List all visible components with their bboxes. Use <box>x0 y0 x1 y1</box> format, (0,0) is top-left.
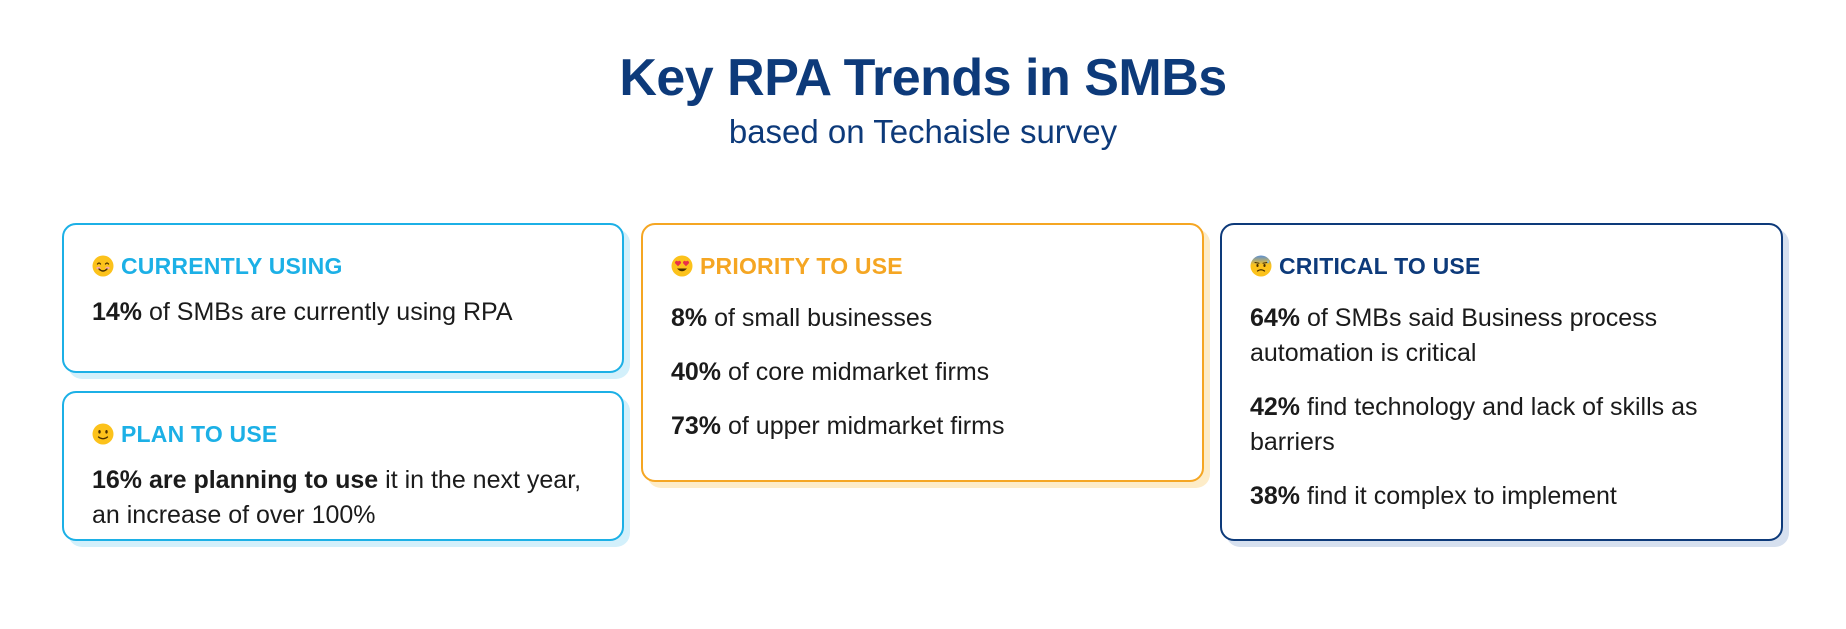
card-heading-label: PRIORITY TO USE <box>700 253 903 279</box>
stat-line: 16% are planning to use it in the next y… <box>92 463 594 533</box>
stat-text: of SMBs said Business process automation… <box>1250 304 1658 367</box>
card-heading: PRIORITY TO USE <box>671 251 1174 281</box>
header: Key RPA Trends in SMBs based on Techaisl… <box>0 48 1846 152</box>
stat-text: it in the next year, an increase of over… <box>92 466 582 529</box>
stat-text: of SMBs are currently using RPA <box>142 298 513 326</box>
stat-line: 40% of core midmarket firms <box>671 355 1174 390</box>
stat-highlight: 73% <box>671 412 722 440</box>
stat-text: of small businesses <box>707 304 933 332</box>
card-heading-label: CRITICAL TO USE <box>1279 253 1481 279</box>
stat-text: find it complex to implement <box>1300 482 1617 510</box>
stat-line: 38% find it complex to implement <box>1250 479 1753 514</box>
anxious-face-with-sweat-icon <box>1250 255 1272 277</box>
stat-text: of core midmarket firms <box>721 358 990 386</box>
stat-line: 14% of SMBs are currently using RPA <box>92 295 594 330</box>
card-currently-using: CURRENTLY USING 14% of SMBs are currentl… <box>62 223 624 373</box>
card-heading: PLAN TO USE <box>92 419 594 449</box>
card-priority-to-use: PRIORITY TO USE 8% of small businesses 4… <box>641 223 1204 482</box>
stat-highlight: 64% <box>1250 304 1301 332</box>
heart-eyes-face-icon <box>671 255 693 277</box>
page-title: Key RPA Trends in SMBs <box>619 49 1227 107</box>
stat-line: 42% find technology and lack of skills a… <box>1250 390 1753 460</box>
card-heading-label: CURRENTLY USING <box>121 253 343 279</box>
stat-text: find technology and lack of skills as ba… <box>1250 393 1698 456</box>
stat-highlight: 14% <box>92 298 143 326</box>
stat-highlight: 8% <box>671 304 708 332</box>
stat-line: 73% of upper midmarket firms <box>671 409 1174 444</box>
smiling-face-icon <box>92 255 114 277</box>
slightly-smiling-face-icon <box>92 423 114 445</box>
card-heading: CURRENTLY USING <box>92 251 594 281</box>
stat-text: of upper midmarket firms <box>721 412 1005 440</box>
card-critical-to-use: CRITICAL TO USE 64% of SMBs said Busines… <box>1220 223 1783 541</box>
card-heading-label: PLAN TO USE <box>121 421 278 447</box>
stat-line: 64% of SMBs said Business process automa… <box>1250 301 1753 371</box>
stat-highlight: 40% <box>671 358 722 386</box>
card-plan-to-use: PLAN TO USE 16% are planning to use it i… <box>62 391 624 541</box>
stat-highlight: 38% <box>1250 482 1301 510</box>
stat-highlight: 42% <box>1250 393 1301 421</box>
card-heading: CRITICAL TO USE <box>1250 251 1753 281</box>
stat-line: 8% of small businesses <box>671 301 1174 336</box>
stat-highlight: 16% are planning to use <box>92 466 379 494</box>
page-subtitle: based on Techaisle survey <box>728 113 1118 150</box>
